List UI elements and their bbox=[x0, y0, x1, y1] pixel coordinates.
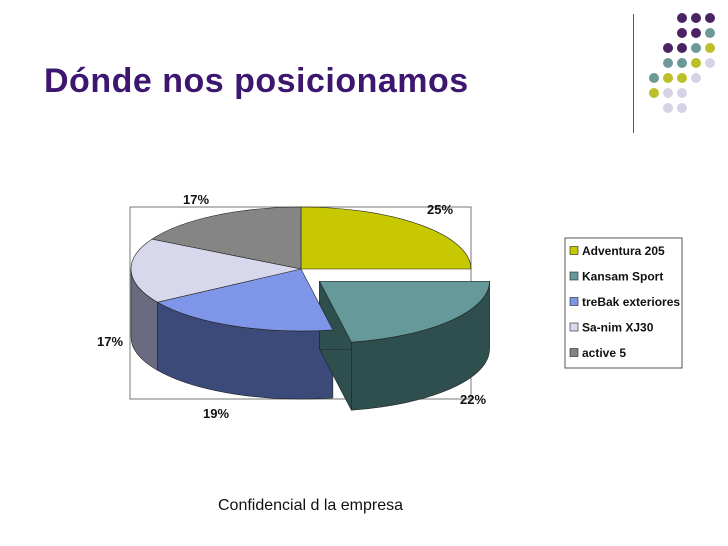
decorative-dot bbox=[677, 58, 687, 68]
legend-swatch bbox=[569, 297, 579, 306]
slide-title: Dónde nos posicionamos bbox=[44, 62, 469, 100]
decorative-dot bbox=[705, 13, 715, 23]
decorative-dot-grid bbox=[649, 13, 715, 113]
decorative-dot bbox=[691, 28, 701, 38]
legend-swatch bbox=[569, 246, 579, 255]
pie-slice-2 bbox=[318, 280, 490, 343]
pie-chart: 25% 22% 19% 17% 17% Adventura 205 Kansam Spor… bbox=[97, 192, 683, 421]
decorative-dot bbox=[663, 43, 673, 53]
decorative-dot bbox=[663, 73, 673, 83]
decorative-dot bbox=[691, 73, 701, 83]
decorative-dot bbox=[663, 103, 673, 113]
legend-entry: Adventura 205 bbox=[582, 244, 665, 258]
legend-entry: active 5 bbox=[582, 346, 626, 360]
pie-slice-1 bbox=[300, 206, 472, 270]
slide-footer: Confidencial d la empresa bbox=[218, 497, 403, 514]
decorative-dot bbox=[677, 88, 687, 98]
pie-value-label: 22% bbox=[460, 392, 486, 407]
pie-slice-5 bbox=[151, 206, 302, 270]
decorative-dot bbox=[677, 73, 687, 83]
decorative-dot bbox=[677, 13, 687, 23]
decorative-dot bbox=[663, 88, 673, 98]
decorative-dot bbox=[677, 28, 687, 38]
legend-entry: Kansam Sport bbox=[582, 270, 663, 284]
legend-swatch bbox=[569, 322, 579, 332]
decorative-dot bbox=[663, 58, 673, 68]
pie-value-label: 25% bbox=[427, 202, 453, 217]
pie-value-label: 17% bbox=[97, 334, 123, 349]
decorative-dot bbox=[691, 43, 701, 53]
pie-value-label: 17% bbox=[183, 192, 209, 207]
decorative-dot bbox=[649, 88, 659, 98]
chart-legend-frame bbox=[564, 237, 683, 369]
decorative-divider-line bbox=[633, 14, 634, 133]
legend-entry: Sa-nim XJ30 bbox=[582, 321, 654, 335]
decorative-dot bbox=[705, 28, 715, 38]
decorative-dot bbox=[691, 13, 701, 23]
decorative-dot bbox=[705, 58, 715, 68]
legend-swatch bbox=[569, 271, 579, 281]
pie-slice-4 bbox=[130, 238, 302, 303]
pie-slice-3 bbox=[156, 268, 334, 332]
legend-entry: treBak exteriores bbox=[582, 295, 680, 309]
decorative-dot bbox=[677, 103, 687, 113]
decorative-dot bbox=[691, 58, 701, 68]
decorative-dot bbox=[649, 73, 659, 83]
decorative-dot bbox=[677, 43, 687, 53]
pie-value-label: 19% bbox=[203, 406, 229, 421]
legend-swatch bbox=[569, 348, 579, 357]
decorative-dot bbox=[705, 43, 715, 53]
